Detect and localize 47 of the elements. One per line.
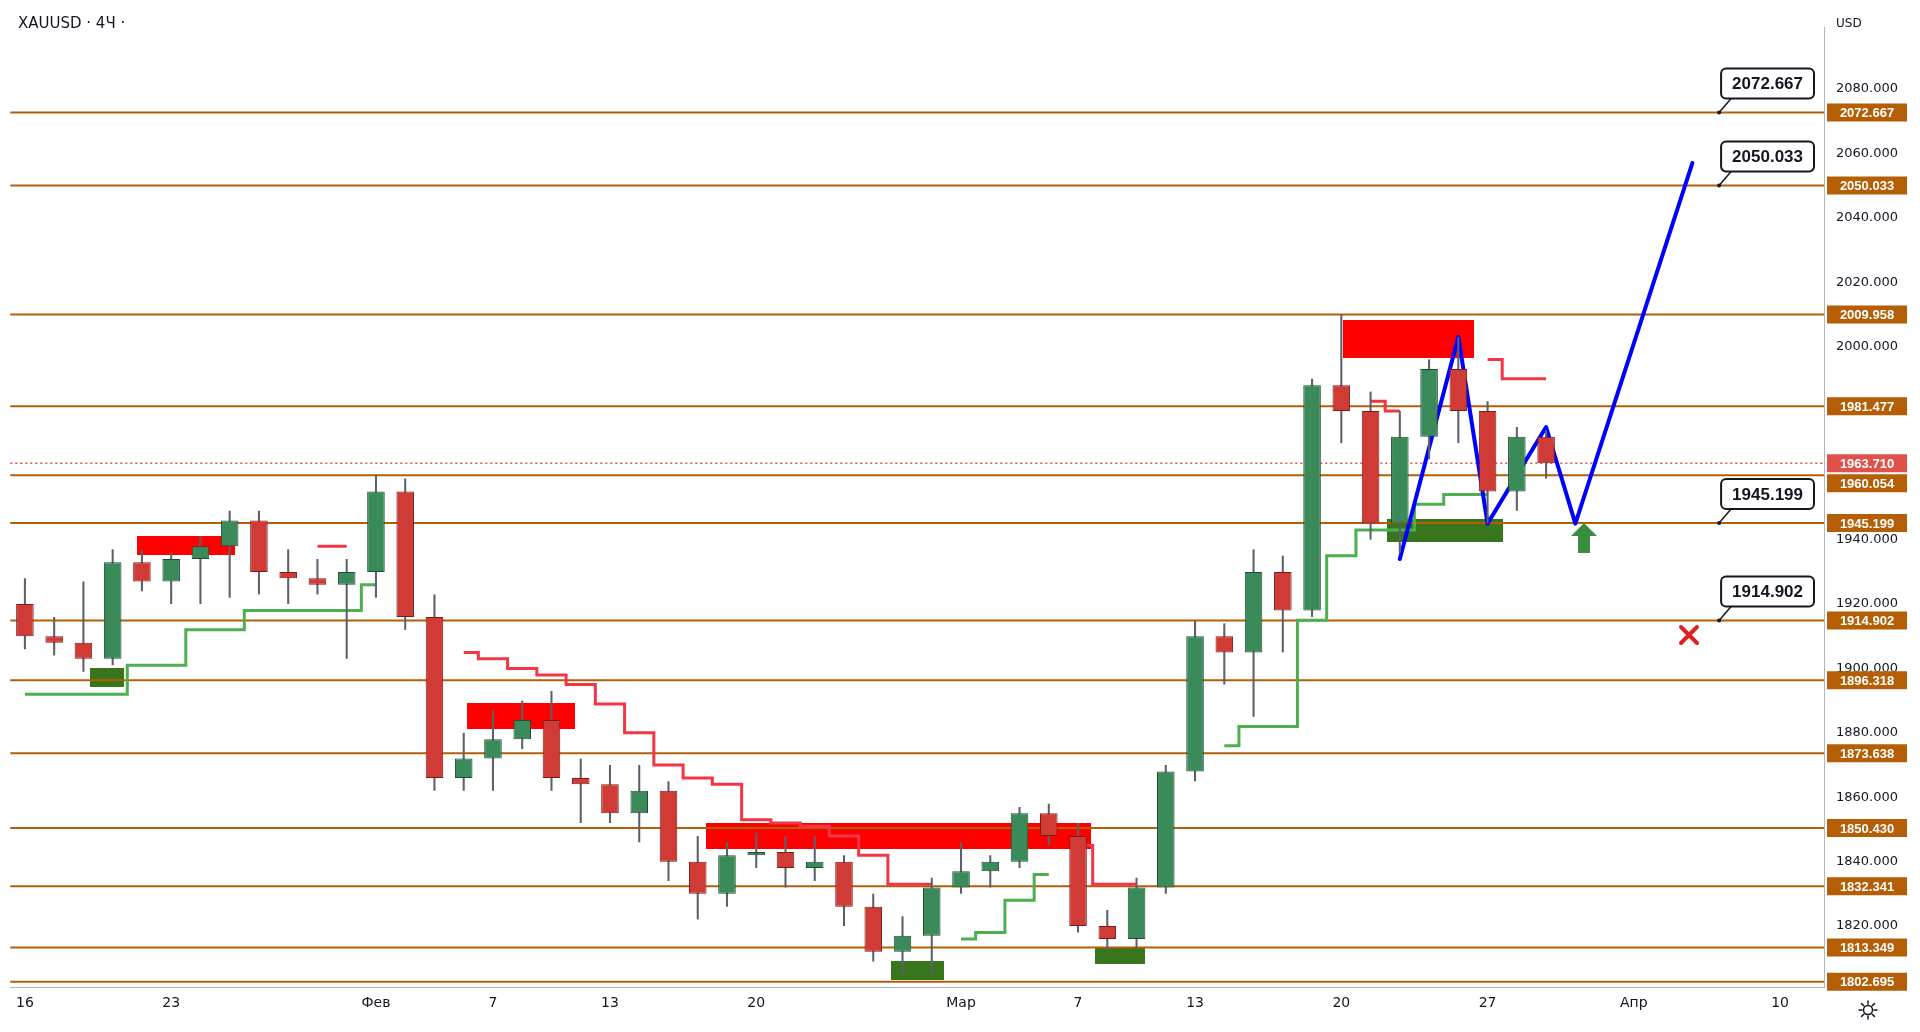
ref-line-label: 2009.958 (1839, 307, 1895, 323)
y-tick-label: 2080.000 (1836, 80, 1899, 96)
candlestick (893, 916, 912, 975)
x-tick-label: 13 (1186, 994, 1204, 1011)
x-tick-label: Фев (361, 994, 391, 1011)
x-tick-label: 10 (1771, 994, 1790, 1011)
ref-line-label: 2050.033 (1839, 178, 1895, 194)
chart-title: XAUUSD · 4Ч · (18, 14, 126, 32)
x-tick-label: 20 (747, 994, 766, 1011)
annotation: 2072.667 (1732, 74, 1803, 94)
ref-line-label: 1896.318 (1839, 672, 1895, 688)
x-tick-label: Мар (946, 994, 976, 1011)
y-tick-label: 1920.000 (1836, 595, 1899, 611)
x-tick-label: Апр (1620, 994, 1648, 1011)
ref-line-label: 1963.710 (1839, 455, 1895, 471)
y-axis-title: USD (1836, 16, 1862, 31)
y-tick-label: 2040.000 (1836, 209, 1899, 225)
ref-line-label: 1850.430 (1839, 820, 1895, 836)
y-tick-label: 1940.000 (1836, 531, 1899, 547)
ref-line-label: 1960.054 (1839, 475, 1895, 491)
ref-line-label: 1873.638 (1839, 745, 1895, 761)
x-tick-label: 23 (162, 994, 181, 1011)
y-tick-label: 1880.000 (1836, 724, 1899, 740)
annotation: 1945.199 (1732, 484, 1803, 504)
ref-line-label: 1945.199 (1839, 515, 1895, 531)
y-tick-label: 1840.000 (1836, 853, 1899, 869)
y-tick-label: 1820.000 (1836, 917, 1899, 933)
candlestick (776, 835, 795, 888)
x-tick-label: 7 (1073, 994, 1083, 1011)
x-tick-label: 20 (1332, 994, 1351, 1011)
annotation: 1914.902 (1732, 582, 1803, 602)
y-tick-label: 2060.000 (1836, 144, 1899, 160)
ref-line-label: 1802.695 (1839, 974, 1895, 990)
y-tick-label: 1860.000 (1836, 788, 1899, 804)
ref-line-label: 1914.902 (1839, 613, 1895, 629)
x-tick-label: 13 (601, 994, 619, 1011)
annotation: 2050.033 (1732, 147, 1803, 167)
y-tick-label: 2020.000 (1836, 273, 1899, 289)
ref-line-label: 2072.667 (1839, 105, 1895, 121)
x-tick-label: 7 (488, 994, 498, 1011)
ref-line-label: 1981.477 (1839, 398, 1895, 414)
ref-line-label: 1832.341 (1839, 878, 1895, 894)
y-tick-label: 1900.000 (1836, 659, 1899, 675)
ref-line-label: 1813.349 (1839, 940, 1895, 956)
x-tick-label: 16 (15, 994, 34, 1011)
y-tick-label: 2000.000 (1836, 337, 1899, 353)
x-tick-label: 27 (1478, 994, 1497, 1011)
